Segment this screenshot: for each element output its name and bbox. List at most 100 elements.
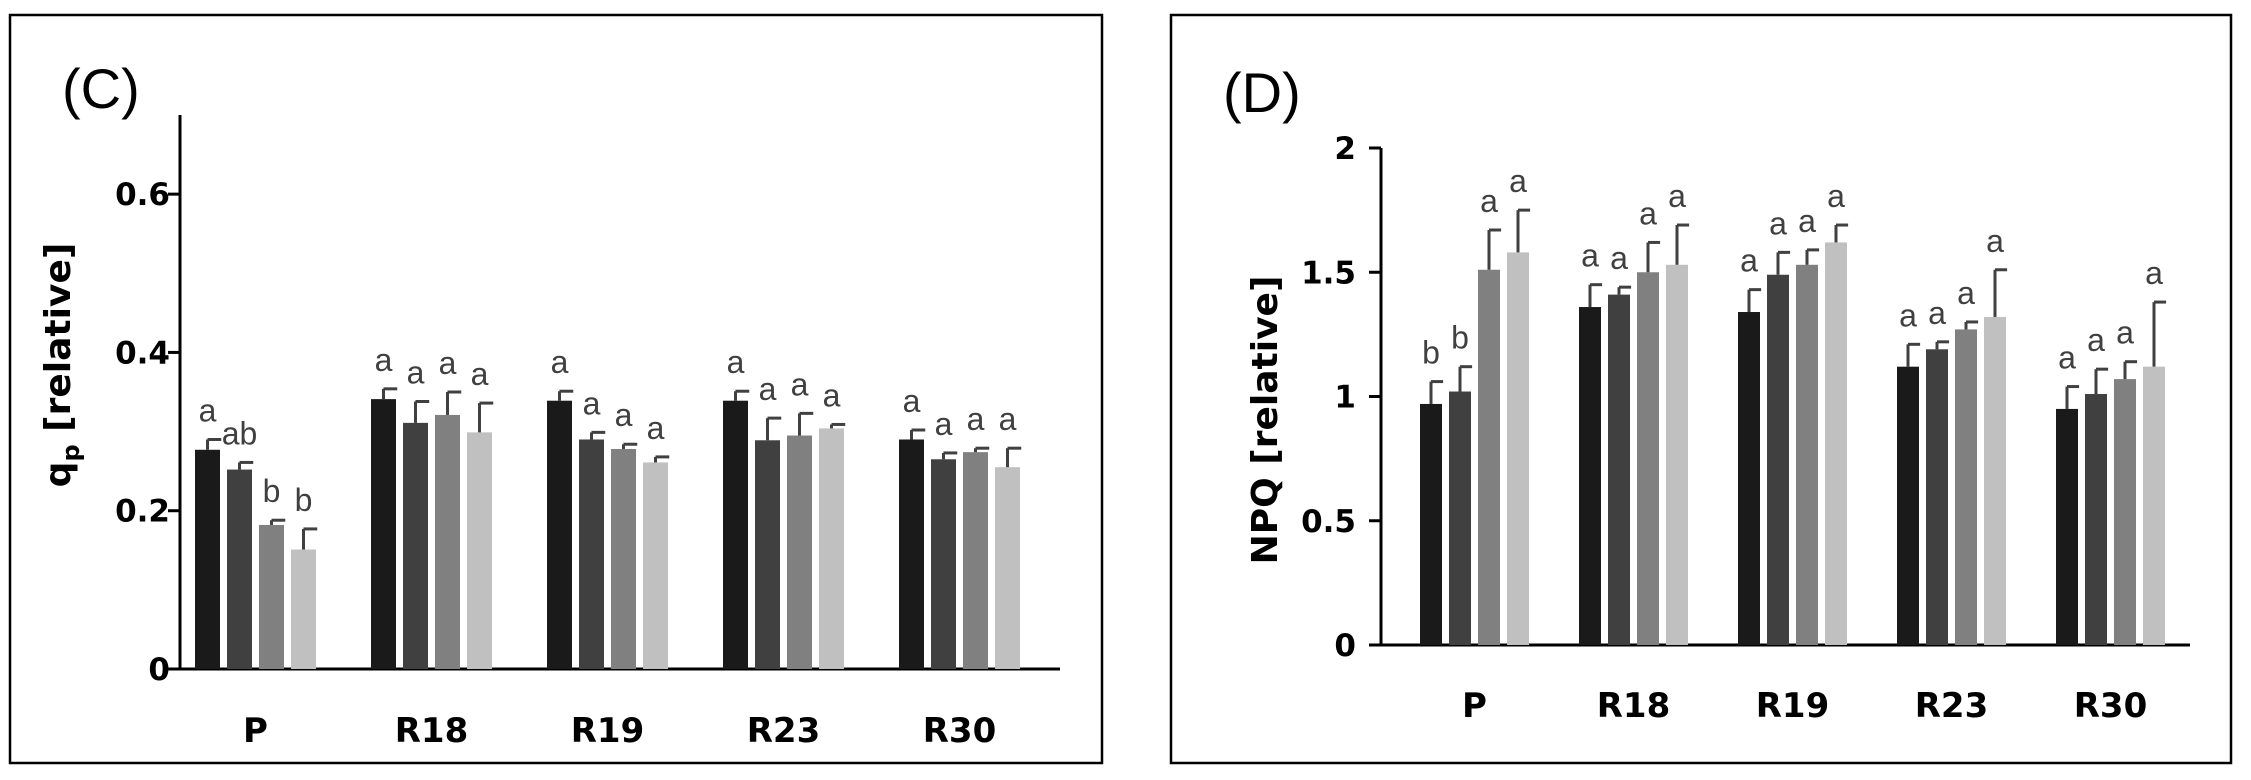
panel-c-category-label: R23 xyxy=(747,711,821,751)
panel-c-bar xyxy=(195,449,220,669)
panel-d-category-label: R19 xyxy=(1756,686,1830,726)
panel-c-error-bar xyxy=(206,437,222,450)
panel-c-significance-letter: a xyxy=(935,406,953,442)
panel-d-error-bar xyxy=(1516,208,1531,253)
panel-d-bar xyxy=(1666,264,1688,645)
panel-c-bar xyxy=(259,524,284,669)
panel-d-error-bar xyxy=(2094,367,2109,395)
panel-d-bar xyxy=(1507,252,1529,645)
panel-c-significance-letter: a xyxy=(647,410,665,446)
panel-c-bar xyxy=(579,439,604,669)
panel-d-bar xyxy=(1738,312,1760,645)
panel-d-error-bar xyxy=(1458,365,1473,392)
panel-d-bar xyxy=(1926,349,1948,645)
panel-c-significance-letter: a xyxy=(727,344,745,380)
panel-d-error-bar xyxy=(1617,285,1632,295)
panel-d-bar xyxy=(1637,272,1659,645)
panel-c-error-bar xyxy=(942,451,958,460)
panel-d-bar xyxy=(1579,307,1601,645)
panel-c-bar xyxy=(723,400,748,669)
panel-d-significance-letter: a xyxy=(1827,178,1845,214)
panel-d-error-bar xyxy=(1935,340,1950,350)
panel-d-bar xyxy=(1897,366,1919,645)
panel-c-significance-letter: a xyxy=(439,345,457,381)
panel-c-bar xyxy=(611,448,636,669)
panel-d-significance-letter: a xyxy=(1899,297,1917,333)
panel-c-bar xyxy=(643,462,668,669)
panel-c-error-bar xyxy=(766,416,782,441)
panel-c-significance-letter: a xyxy=(615,397,633,433)
panel-d-significance-letter: a xyxy=(2087,322,2105,358)
panel-c-significance-letter: a xyxy=(471,356,489,392)
panel-c-category-label: R30 xyxy=(923,711,997,751)
panel-c-bar xyxy=(291,549,316,669)
panel-d-bar xyxy=(1449,391,1471,645)
panel-d-bar xyxy=(1767,274,1789,645)
panel-d-significance-letter: a xyxy=(1957,275,1975,311)
panel-c-bar xyxy=(995,467,1020,669)
panel-d-bar xyxy=(2143,366,2165,645)
panel-d-error-bar xyxy=(1675,223,1690,265)
panel-d-significance-letter: a xyxy=(1639,195,1657,231)
panel-c-significance-letter: a xyxy=(199,392,217,428)
panel-d-error-bar xyxy=(1747,288,1762,313)
panel-c-significance-letter: a xyxy=(823,377,841,413)
panel-d-bar xyxy=(1955,329,1977,645)
panel-d-y-tick-label: 1 xyxy=(1334,380,1356,416)
panel-d-y-tick-label: 2 xyxy=(1334,131,1356,167)
panel-d-error-bar xyxy=(1805,248,1820,265)
panel-c-y-axis-label: qp [relative] xyxy=(38,243,85,488)
panel-d-bar xyxy=(1825,242,1847,645)
panel-d-bar xyxy=(2114,379,2136,645)
panel-d-significance-letter: a xyxy=(1740,243,1758,279)
panel-d-y-tick-label: 0 xyxy=(1334,628,1356,664)
panel-c-significance-letter: b xyxy=(263,473,281,509)
panel-c-error-bar xyxy=(1006,446,1022,468)
panel-c-error-bar xyxy=(414,399,430,423)
panel-c-error-bar xyxy=(478,401,494,433)
panel-d-error-bar xyxy=(2065,385,2080,409)
panel-c-significance-letter: a xyxy=(967,401,985,437)
panel-c-bar xyxy=(227,469,252,669)
panel-c-category-label: R19 xyxy=(571,711,645,751)
panel-c-bar xyxy=(931,459,956,669)
panel-c-category-label: P xyxy=(243,711,268,751)
panel-c-error-bar xyxy=(734,389,750,401)
panel-d-error-bar xyxy=(1487,228,1502,270)
panel-c-bar xyxy=(371,399,396,669)
panel-d-y-axis-label: NPQ [relative] xyxy=(1245,276,1286,565)
panel-d-significance-letter: a xyxy=(1769,205,1787,241)
panel-d-bar xyxy=(1984,316,2006,645)
panel-c-error-bar xyxy=(798,411,814,436)
panel-d-bar xyxy=(2056,408,2078,645)
panel-c-error-bar xyxy=(830,422,846,429)
panel-d-error-bar xyxy=(1834,223,1849,243)
panel-c-error-bar xyxy=(302,527,318,550)
panel-d-bar xyxy=(2085,394,2107,645)
panel-d-significance-letter: a xyxy=(2058,340,2076,376)
panel-c-significance-letter: a xyxy=(759,371,777,407)
panel-c-bar xyxy=(403,422,428,669)
panel-d-significance-letter: a xyxy=(1986,223,2004,259)
panel-d-significance-letter: a xyxy=(1509,163,1527,199)
panel-c-significance-letter: a xyxy=(903,383,921,419)
panel-c-error-bar xyxy=(382,387,398,400)
panel-c-significance-letter: a xyxy=(791,366,809,402)
panel-d-category-label: R18 xyxy=(1597,686,1671,726)
panel-d-bar xyxy=(1796,264,1818,645)
panel-d-error-bar xyxy=(1646,240,1661,273)
panel-d-group-p: b b aa P xyxy=(1420,163,1531,726)
panel-c-bar xyxy=(435,414,460,669)
panel-d-category-label: R30 xyxy=(2074,686,2148,726)
